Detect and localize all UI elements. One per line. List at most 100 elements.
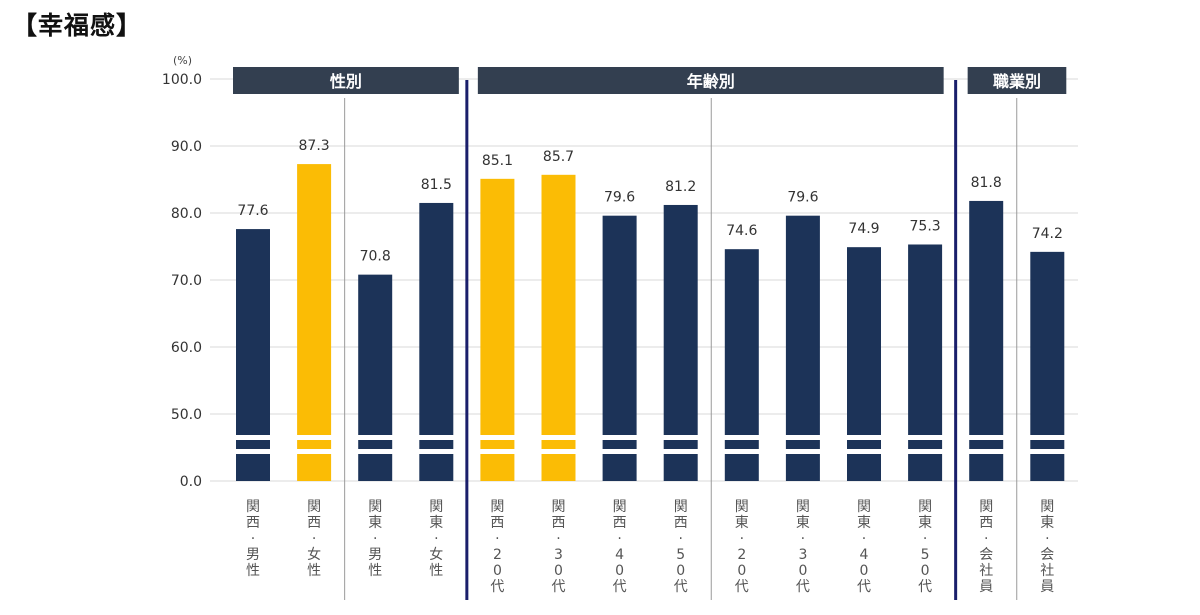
break-stripe xyxy=(907,435,944,440)
break-stripe xyxy=(968,435,1005,440)
group-header xyxy=(477,67,944,94)
value-label: 79.6 xyxy=(604,190,635,206)
category-label-char: 東 xyxy=(796,515,810,531)
break-stripe xyxy=(723,435,760,440)
category-label-char: 0 xyxy=(798,563,807,579)
category-label-char: 2 xyxy=(737,547,746,563)
category-label-char: · xyxy=(801,531,805,547)
value-label: 87.3 xyxy=(299,138,330,154)
bar xyxy=(419,202,454,481)
category-label-char: 0 xyxy=(615,563,624,579)
break-stripe xyxy=(846,435,882,440)
category-label-char: 関 xyxy=(796,499,810,515)
break-stripe xyxy=(296,449,333,454)
category-label-char: 女 xyxy=(307,546,321,563)
category-label-char: 関 xyxy=(735,499,749,515)
category-label-char: 0 xyxy=(860,563,869,579)
bar xyxy=(358,274,393,481)
value-label: 75.3 xyxy=(910,218,941,234)
grid-lines xyxy=(210,78,1078,482)
category-label-char: · xyxy=(251,531,255,547)
category-label-char: · xyxy=(984,531,988,547)
break-stripe xyxy=(418,449,455,454)
value-label: 81.5 xyxy=(421,177,452,193)
category-label-char: 西 xyxy=(613,515,627,531)
category-label-char: 員 xyxy=(979,579,993,595)
bar xyxy=(541,174,576,481)
value-label: 79.6 xyxy=(787,190,818,206)
break-stripe xyxy=(784,435,821,440)
break-stripe xyxy=(907,449,944,454)
category-label-char: 関 xyxy=(918,499,932,515)
chart-title: 【幸福感】 xyxy=(12,11,143,40)
category-label-char: · xyxy=(740,531,744,547)
unit-label: (%) xyxy=(173,54,192,67)
category-label-char: 関 xyxy=(857,499,871,515)
category-label-char: 西 xyxy=(979,515,993,531)
break-stripe xyxy=(1029,449,1066,454)
break-stripe xyxy=(662,435,699,440)
category-label-char: 0 xyxy=(554,563,563,579)
category-label-char: 関 xyxy=(490,499,504,515)
category-label-char: · xyxy=(923,531,927,547)
category-label: 関西·会社員 xyxy=(979,499,993,595)
category-label: 関西· 3 0 代 xyxy=(552,499,566,595)
category-label: 関西· 4 0 代 xyxy=(613,499,627,595)
category-label-char: · xyxy=(862,531,866,547)
category-label-char: · xyxy=(373,531,377,547)
group-header-label: 性別 xyxy=(330,72,362,91)
category-label-char: 東 xyxy=(368,515,382,531)
category-label-char: 0 xyxy=(737,563,746,579)
category-label-char: 性 xyxy=(246,563,260,579)
group-header-label: 職業別 xyxy=(993,72,1041,91)
break-stripe xyxy=(846,449,882,454)
value-label: 74.9 xyxy=(848,221,879,237)
category-label: 関西· 2 0 代 xyxy=(490,499,504,595)
category-label: 関東·男性 xyxy=(368,499,382,579)
y-tick-label: 90.0 xyxy=(171,139,202,155)
category-label-char: 代 xyxy=(490,579,504,595)
break-stripe xyxy=(296,435,333,440)
category-label-char: 5 xyxy=(921,547,930,563)
category-label-char: 代 xyxy=(674,579,688,595)
category-label: 関西· 5 0 代 xyxy=(674,499,688,595)
break-stripe xyxy=(601,449,638,454)
bar xyxy=(602,215,637,481)
break-stripe xyxy=(479,449,516,454)
break-stripe xyxy=(968,449,1005,454)
value-label: 81.8 xyxy=(971,175,1002,191)
category-label-char: · xyxy=(495,531,499,547)
value-label: 77.6 xyxy=(237,203,268,219)
category-label: 関東· 2 0 代 xyxy=(735,499,749,595)
group-header xyxy=(233,67,459,94)
y-tick-labels: 0.0 50.0 60.0 70.0 80.0 90.0 100.0 xyxy=(162,72,202,490)
category-label-char: 関 xyxy=(552,499,566,515)
break-stripe xyxy=(662,449,699,454)
category-label-char: 0 xyxy=(676,563,685,579)
category-label-char: 関 xyxy=(979,499,993,515)
category-label: 関東· 3 0 代 xyxy=(796,499,810,595)
category-label-char: 東 xyxy=(429,515,443,531)
category-label-char: 西 xyxy=(674,515,688,531)
bar xyxy=(1030,251,1065,481)
category-label-char: 関 xyxy=(674,499,688,515)
category-label-char: 5 xyxy=(676,547,685,563)
group-headers: 性別 年齢別 職業別 xyxy=(233,67,1067,94)
bar xyxy=(908,244,943,481)
category-label-char: 男 xyxy=(246,547,260,563)
category-label-char: · xyxy=(434,531,438,547)
category-label-char: 東 xyxy=(857,515,871,531)
bars xyxy=(236,164,1065,481)
bar xyxy=(969,200,1004,481)
category-label-char: 3 xyxy=(554,547,563,563)
y-tick-label: 100.0 xyxy=(162,72,202,88)
category-label: 関東·女性 xyxy=(429,499,443,579)
group-dividers xyxy=(344,80,1018,600)
break-stripe xyxy=(784,449,821,454)
category-label-char: 関 xyxy=(613,499,627,515)
category-label-char: 東 xyxy=(918,515,932,531)
category-label-char: 性 xyxy=(429,563,443,579)
category-label-char: 東 xyxy=(1040,515,1054,531)
category-label-char: 東 xyxy=(735,515,749,531)
